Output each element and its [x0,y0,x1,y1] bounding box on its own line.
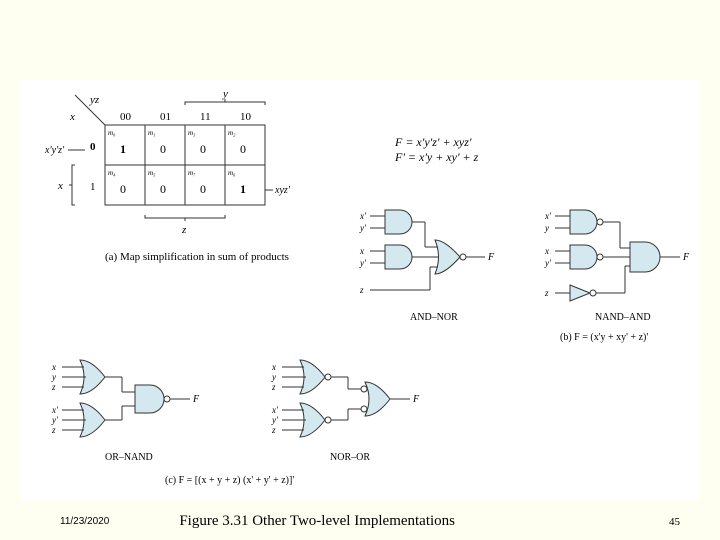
c-on-out: F [192,394,200,405]
c-on-i2c: z [51,425,56,435]
footer-date: 11/23/2020 [60,516,109,527]
m4: m₄ [108,169,116,177]
yz-label: yz [89,94,100,106]
eq-f: F = x'y'z' + xyz' [395,135,478,150]
c-on-i2b: y' [51,415,59,425]
b-an-i3: z [359,285,364,295]
c-no-out: F [412,394,420,405]
v03: 0 [200,142,206,156]
b-an-i2b: y' [359,258,367,268]
v04: 0 [120,182,126,196]
circuit-b-svg: x' y' x y' z F AND–NOR x' y x y' z [355,200,715,370]
c-no-i1a: x [271,362,276,372]
x-brace: x [57,180,63,192]
circuit-c-svg: x y z x' y' z F OR–NAND x y z x [50,355,510,505]
v07: 0 [200,182,206,196]
b-an-i1a: x' [359,211,367,221]
y-brace: y [222,88,228,100]
col1: 01 [160,111,171,123]
b-na-i1a: x' [544,211,552,221]
b-an-i2a: x [359,246,364,256]
c-on-i1a: x [51,362,56,372]
content-area: yz x 00 01 11 10 0 1 m₀ m₁ m₃ m₂ m₄ m₅ m… [20,80,700,500]
b-caption: (b) F = (x'y + xy' + z)' [560,332,648,343]
m5: m₅ [148,169,156,177]
c-on-label: OR–NAND [105,452,153,463]
page-number: 45 [669,516,680,528]
row1: 1 [90,181,96,193]
v02: 0 [240,142,246,156]
xyz-label: xyz' [274,185,291,196]
m2: m₂ [228,129,236,137]
b-an-i1b: y' [359,223,367,233]
col3: 10 [240,111,252,123]
kmap-caption: (a) Map simplification in sum of product… [105,251,289,263]
z-brace: z [181,224,187,236]
b-na-i1b: y [544,223,549,233]
v01: 0 [160,142,166,156]
v05: 0 [160,182,166,196]
c-no-i2a: x' [271,405,279,415]
v00: 1 [120,142,126,156]
m0: m₀ [108,129,116,137]
c-caption: (c) F = [(x + y + z) (x' + y' + z)]' [165,475,294,486]
footer: 11/23/2020 Figure 3.31 Other Two-level I… [0,513,720,530]
m7: m₇ [188,169,196,177]
xyzp-label: x'y'z' [44,145,65,156]
footer-caption: Figure 3.31 Other Two-level Implementati… [179,513,455,530]
col2: 11 [200,111,211,123]
col0: 00 [120,111,132,123]
b-na-out: F [682,252,690,263]
b-an-label: AND–NOR [410,312,458,323]
equations: F = x'y'z' + xyz' F' = x'y + xy' + z [395,135,478,165]
m1: m₁ [148,129,156,137]
b-na-i2b: y' [544,258,552,268]
c-no-i1c: z [271,382,276,392]
row0: 0 [90,141,96,153]
b-an-out: F [487,252,495,263]
v06: 1 [240,182,246,196]
c-no-label: NOR–OR [330,452,370,463]
c-on-i1c: z [51,382,56,392]
c-on-i2a: x' [51,405,59,415]
m3: m₃ [188,129,196,137]
c-no-i1b: y [271,372,276,382]
m6: m₆ [228,169,236,177]
kmap-svg: yz x 00 01 11 10 0 1 m₀ m₁ m₃ m₂ m₄ m₅ m… [40,85,380,285]
x-label: x [69,111,75,123]
b-na-i3: z [544,288,549,298]
c-no-i2b: y' [271,415,279,425]
eq-fp: F' = x'y + xy' + z [395,150,478,165]
c-on-i1b: y [51,372,56,382]
b-na-label: NAND–AND [595,312,651,323]
b-na-i2a: x [544,246,549,256]
c-no-i2c: z [271,425,276,435]
